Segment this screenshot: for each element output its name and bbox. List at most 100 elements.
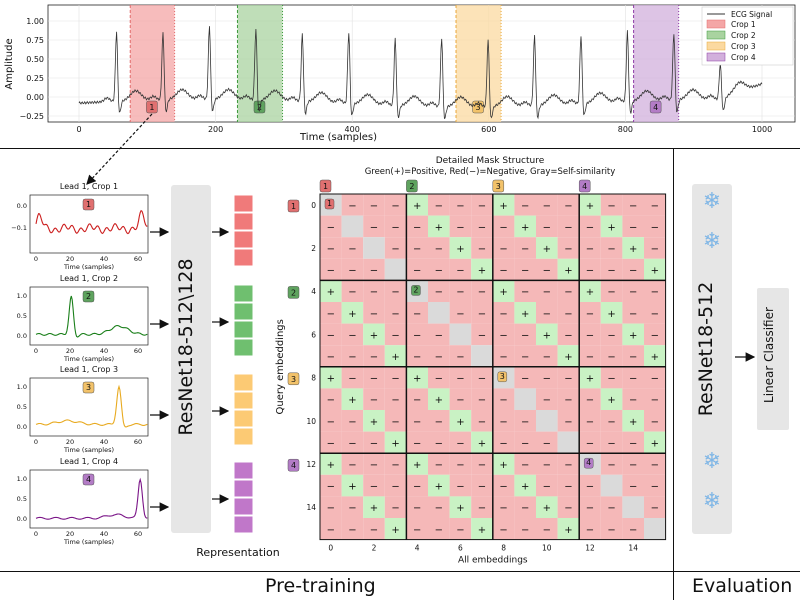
mask-cell-symbol: + xyxy=(456,417,464,428)
mask-cell-symbol: − xyxy=(456,222,464,233)
mask-cell xyxy=(406,194,428,216)
mask-cell-symbol: − xyxy=(327,482,335,493)
mask-cell xyxy=(536,280,558,302)
mask-cell xyxy=(363,366,385,389)
representation-cell xyxy=(233,427,254,446)
mask-col-badge-1-label: 1 xyxy=(323,182,328,191)
mask-cell-symbol: + xyxy=(564,352,572,363)
mask-cell xyxy=(622,194,644,216)
mask-cell-symbol: − xyxy=(499,330,507,341)
mask-cell-symbol: − xyxy=(543,395,551,406)
mask-cell-symbol: − xyxy=(413,525,421,536)
mask-cell xyxy=(384,280,407,302)
mask-cell-symbol: − xyxy=(629,460,637,471)
mask-cell xyxy=(384,474,407,497)
mask-x-tick: 4 xyxy=(415,544,420,553)
mask-cell xyxy=(579,474,601,497)
mask-cell xyxy=(428,237,450,259)
mask-cell-symbol: + xyxy=(521,309,529,320)
mask-cell xyxy=(600,323,623,346)
mask-cell-symbol: − xyxy=(370,266,378,277)
mask-cell-symbol: + xyxy=(327,460,335,471)
mask-cell-symbol: − xyxy=(456,201,464,212)
mask-cell xyxy=(428,345,450,367)
mask-cell xyxy=(557,431,580,454)
mask-cell xyxy=(622,258,644,281)
mask-cell xyxy=(363,258,385,281)
mask-cell xyxy=(449,215,472,238)
mask-row-badge-1-label: 1 xyxy=(291,202,296,211)
mask-cell xyxy=(449,518,472,540)
mask-cell xyxy=(536,410,558,432)
mask-cell-symbol: − xyxy=(413,417,421,428)
mask-cell xyxy=(320,410,342,432)
mask-cell xyxy=(471,258,493,281)
mask-cell-symbol: − xyxy=(629,438,637,449)
mask-cell xyxy=(536,518,558,540)
mask-cell xyxy=(341,431,364,454)
mask-cell xyxy=(363,388,385,410)
mask-cell xyxy=(363,496,385,518)
legend-crop-label: Crop 2 xyxy=(731,31,756,40)
mask-cell-symbol: + xyxy=(651,438,659,449)
mask-col-badge-1-box xyxy=(319,179,332,193)
mask-cell-symbol: + xyxy=(651,352,659,363)
mask-cell-symbol: − xyxy=(348,460,356,471)
mask-cell xyxy=(471,366,493,389)
mask-cell-symbol: − xyxy=(651,460,659,471)
mask-cell-symbol: − xyxy=(413,482,421,493)
crop-panel-x-label: Time (samples) xyxy=(63,263,114,271)
mask-cell xyxy=(514,345,536,367)
crop-panel-x-tick: 40 xyxy=(100,530,108,538)
mask-cell xyxy=(622,474,644,497)
crop-badge-2-label: 2 xyxy=(257,103,262,112)
mask-cell xyxy=(492,474,515,497)
representation-cell xyxy=(233,248,254,267)
mask-cell xyxy=(471,194,493,216)
section-divider xyxy=(673,148,674,600)
mask-col-badge-3-label: 3 xyxy=(496,182,501,191)
mask-cell-symbol: − xyxy=(478,482,486,493)
mask-cell xyxy=(320,453,342,475)
mask-cell-symbol: − xyxy=(478,374,486,385)
mask-cell xyxy=(579,280,601,302)
crop-panel-x-tick: 20 xyxy=(66,438,74,446)
mask-cell xyxy=(579,323,601,346)
mask-cell xyxy=(622,302,644,324)
mask-cell-symbol: − xyxy=(629,309,637,320)
mask-cell xyxy=(514,496,536,518)
mask-cell xyxy=(644,474,666,497)
mask-cell-symbol: − xyxy=(370,482,378,493)
mask-cell xyxy=(406,258,428,281)
encoder-label: ResNet18-512\128 xyxy=(175,258,197,435)
crop-panel-badge-2-box xyxy=(82,290,95,303)
mask-cell xyxy=(536,194,558,216)
mask-cell xyxy=(320,345,342,367)
ecg-x-tick: 400 xyxy=(345,125,360,134)
mask-cell-symbol: − xyxy=(629,287,637,298)
mask-cell-symbol: − xyxy=(370,374,378,385)
mask-cell-symbol: − xyxy=(629,201,637,212)
mask-cell-symbol: − xyxy=(348,266,356,277)
mask-cell xyxy=(622,431,644,454)
legend-crop-swatch xyxy=(706,52,726,62)
mask-cell xyxy=(600,453,623,475)
crop-panel-x-label: Time (samples) xyxy=(63,355,114,363)
representation-cell xyxy=(233,391,254,410)
mask-cell xyxy=(579,388,601,410)
mask-cell-symbol: − xyxy=(327,330,335,341)
mask-cell xyxy=(557,453,580,475)
mask-cell xyxy=(536,258,558,281)
mask-cell-symbol: − xyxy=(607,438,615,449)
legend-crop-swatch xyxy=(706,30,726,40)
mask-cell-symbol: + xyxy=(543,330,551,341)
mask-cell xyxy=(514,474,536,497)
mask-y-tick: 0 xyxy=(311,201,316,210)
mask-cell-symbol: − xyxy=(499,266,507,277)
mask-cell xyxy=(471,388,493,410)
mask-col-badge-3-box xyxy=(492,179,505,193)
mask-cell xyxy=(536,237,558,259)
mask-col-badge-4-box xyxy=(578,179,591,193)
crop-panel-trace-2 xyxy=(35,295,148,338)
mask-cell xyxy=(471,474,493,497)
